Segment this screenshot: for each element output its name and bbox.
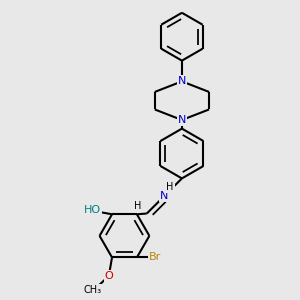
Text: N: N <box>160 191 169 201</box>
Text: O: O <box>104 271 113 281</box>
Text: CH₃: CH₃ <box>84 285 102 295</box>
Text: H: H <box>134 200 142 211</box>
Text: Br: Br <box>149 252 162 262</box>
Text: N: N <box>178 115 186 125</box>
Text: HO: HO <box>84 205 101 214</box>
Text: H: H <box>167 182 174 192</box>
Text: N: N <box>178 76 186 86</box>
